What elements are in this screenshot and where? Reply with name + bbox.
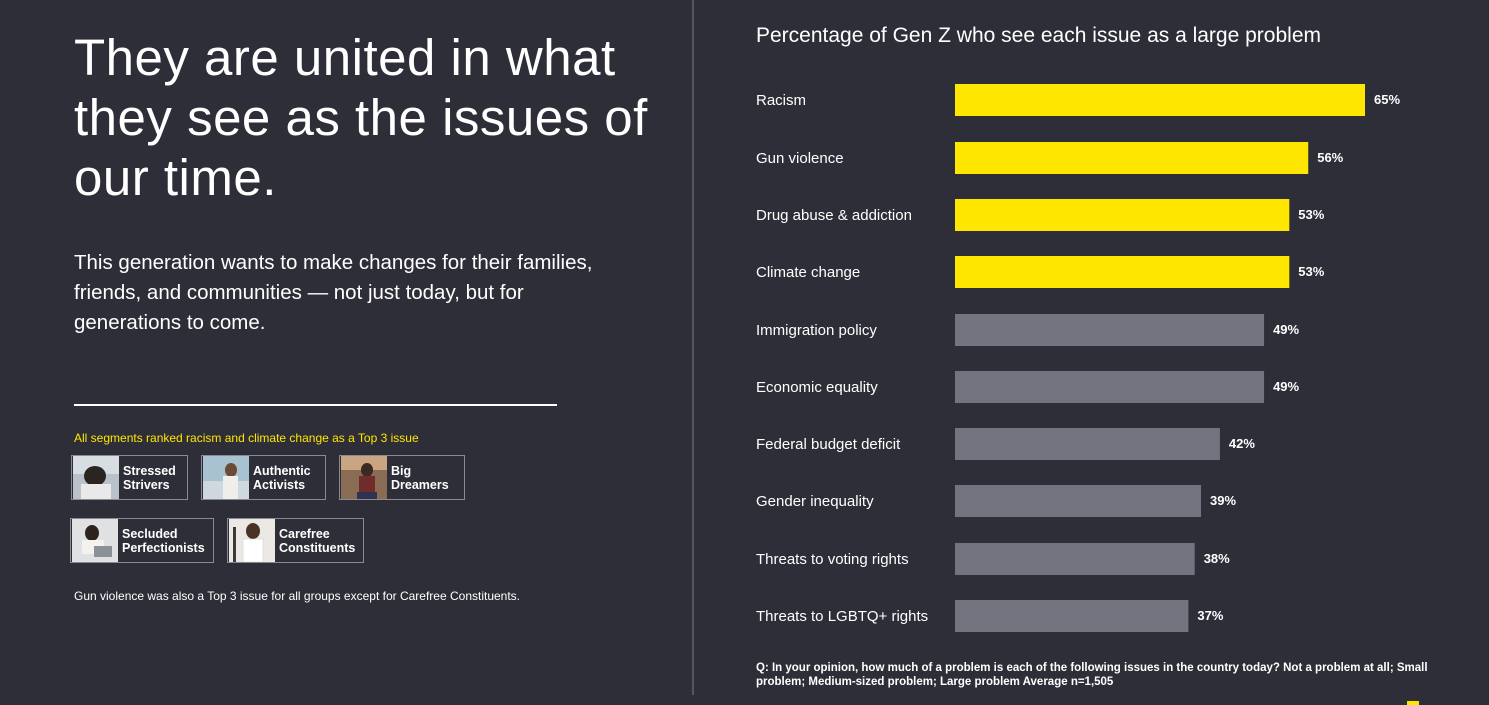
segment-card-stressed-strivers: Stressed Strivers — [71, 455, 188, 500]
bar — [955, 428, 1220, 460]
chart-title: Percentage of Gen Z who see each issue a… — [756, 24, 1321, 47]
subhead: This generation wants to make changes fo… — [74, 251, 593, 334]
value-label: 37% — [1197, 608, 1223, 623]
category-label: Climate change — [756, 264, 860, 281]
category-label: Gender inequality — [756, 493, 874, 510]
category-label: Federal budget deficit — [756, 436, 901, 453]
value-label: 49% — [1273, 322, 1299, 337]
horizontal-rule — [74, 404, 557, 406]
value-label: 53% — [1298, 207, 1324, 222]
segment-label: Secluded Perfectionists — [122, 526, 205, 555]
accent-mark — [1407, 701, 1419, 705]
category-label: Immigration policy — [756, 322, 877, 339]
segments-note: All segments ranked racism and climate c… — [74, 431, 419, 445]
left-footnote: Gun violence was also a Top 3 issue for … — [74, 589, 521, 603]
chart-footnote: Q: In your opinion, how much of a proble… — [756, 662, 1428, 688]
category-label: Racism — [756, 92, 806, 109]
category-label: Threats to voting rights — [756, 551, 909, 568]
value-label: 42% — [1229, 436, 1255, 451]
headline: They are united in what they see as the … — [74, 29, 648, 206]
value-label: 38% — [1204, 551, 1230, 566]
category-label: Threats to LGBTQ+ rights — [756, 608, 928, 625]
segment-label: Authentic Activists — [253, 463, 311, 492]
segment-photo — [229, 519, 275, 562]
bar — [955, 84, 1365, 116]
segment-photo — [341, 456, 387, 499]
bar — [955, 485, 1201, 517]
segment-card-big-dreamers: Big Dreamers — [339, 455, 465, 500]
bar — [955, 314, 1265, 346]
segment-card-carefree-constituents: Carefree Constituents — [227, 518, 364, 563]
category-label: Drug abuse & addiction — [756, 207, 912, 224]
segment-photo — [73, 456, 119, 499]
bar — [955, 371, 1265, 403]
value-label: 53% — [1298, 264, 1324, 279]
bar-chart: Racism 65% Gun violence 56% Drug abuse & add… — [756, 84, 1400, 632]
category-label: Gun violence — [756, 150, 844, 167]
segment-label: Carefree Constituents — [279, 526, 356, 555]
bar — [955, 142, 1309, 174]
segment-card-authentic-activists: Authentic Activists — [201, 455, 326, 500]
segment-label: Stressed Strivers — [123, 463, 176, 492]
value-label: 56% — [1317, 150, 1343, 165]
vertical-divider — [692, 0, 694, 695]
bar — [955, 256, 1290, 288]
category-label: Economic equality — [756, 379, 878, 396]
bar — [955, 199, 1290, 231]
segment-photo — [203, 456, 249, 499]
segment-label: Big Dreamers — [391, 463, 449, 492]
segment-card-secluded-perfectionists: Secluded Perfectionists — [70, 518, 214, 563]
bar — [955, 600, 1189, 632]
value-label: 65% — [1374, 92, 1400, 107]
segment-photo — [72, 519, 118, 562]
value-label: 49% — [1273, 379, 1299, 394]
bar — [955, 543, 1195, 575]
value-label: 39% — [1210, 493, 1236, 508]
